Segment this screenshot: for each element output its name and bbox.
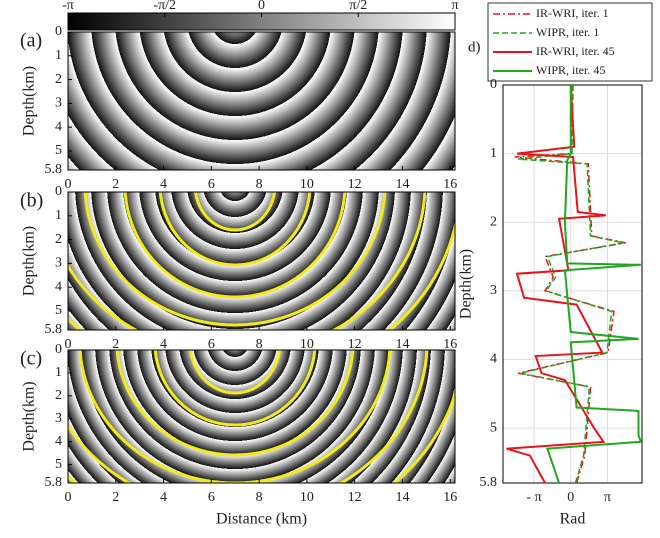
y-tick-label: 4 <box>55 279 62 294</box>
y-tick-label: 4 <box>55 119 62 134</box>
x-tick-label: 6 <box>208 337 215 352</box>
x-tick-label: 8 <box>256 177 263 192</box>
x-tick-label: 6 <box>208 490 215 505</box>
y-tick-label: 4 <box>55 434 62 449</box>
axes-frame <box>67 191 456 331</box>
y-axis-label: Depth(km) <box>21 381 38 451</box>
y-tick-label: 5 <box>55 143 62 158</box>
colorbar-tick-label: 0 <box>258 0 265 13</box>
legend-label: IR-WRI, iter. 1 <box>536 6 609 20</box>
phase-image <box>68 32 455 170</box>
y-axis-label: Depth(km) <box>458 249 475 319</box>
y-tick-label: 1 <box>55 208 62 223</box>
y-tick-label: 4 <box>490 352 497 367</box>
x-tick-label: 0 <box>65 177 72 192</box>
y-tick-label: 0 <box>55 24 62 39</box>
x-tick-label: 14 <box>395 177 409 192</box>
y-tick-label: 5.8 <box>45 322 63 337</box>
y-tick-label: 1 <box>55 48 62 63</box>
y-tick-label: 5.8 <box>45 475 63 490</box>
x-tick-label: 2 <box>112 490 119 505</box>
legend <box>487 2 653 82</box>
axes-frame <box>67 349 456 484</box>
x-axis-label: Rad <box>560 511 586 528</box>
y-tick-label: 2 <box>55 232 62 247</box>
y-tick-label: 5 <box>490 420 497 435</box>
colorbar-tick-label: π/2 <box>349 0 367 13</box>
y-tick-label: 5.8 <box>45 162 63 177</box>
panel-label: (c) <box>20 348 42 370</box>
x-tick-label: 0 <box>65 490 72 505</box>
y-tick-label: 3 <box>55 256 62 271</box>
legend-label: WIPR, iter. 45 <box>536 63 605 77</box>
x-tick-label: 14 <box>395 490 409 505</box>
legend-label: IR-WRI, iter. 45 <box>536 44 615 58</box>
x-tick-label: 16 <box>443 490 457 505</box>
y-axis-label: Depth(km) <box>21 66 38 136</box>
x-tick-label: 12 <box>348 337 362 352</box>
x-tick-label: 4 <box>160 177 167 192</box>
legend-label: WIPR, iter. 1 <box>536 25 599 39</box>
panel-label: (a) <box>20 30 42 52</box>
x-tick-label: 2 <box>112 177 119 192</box>
colorbar-tick-label: π <box>451 0 458 13</box>
x-axis-label: Distance (km) <box>216 511 307 528</box>
series-line <box>506 84 606 484</box>
x-tick-label: 16 <box>443 337 457 352</box>
y-tick-label: 0 <box>55 342 62 357</box>
x-tick-label: 16 <box>443 177 457 192</box>
y-tick-label: 5 <box>55 457 62 472</box>
x-tick-label: 10 <box>300 490 314 505</box>
x-tick-label: 8 <box>256 490 263 505</box>
y-tick-label: 5 <box>55 303 62 318</box>
x-tick-label: 14 <box>395 337 409 352</box>
x-tick-label: 4 <box>160 337 167 352</box>
phase-image <box>68 350 455 483</box>
x-tick-label: 0 <box>65 337 72 352</box>
y-tick-label: 2 <box>55 388 62 403</box>
y-tick-label: 2 <box>490 214 497 229</box>
axes-frame <box>67 31 456 171</box>
y-tick-label: 0 <box>55 184 62 199</box>
panel-label: d) <box>468 39 481 55</box>
panel-label: (b) <box>20 190 43 212</box>
x-tick-label: π <box>604 490 611 505</box>
contours <box>68 192 455 330</box>
y-tick-label: 0 <box>490 77 497 92</box>
x-tick-label: - π <box>526 490 541 505</box>
x-tick-label: 10 <box>300 177 314 192</box>
y-tick-label: 3 <box>490 283 497 298</box>
y-tick-label: 3 <box>55 411 62 426</box>
x-tick-label: 12 <box>348 177 362 192</box>
y-tick-label: 3 <box>55 96 62 111</box>
x-tick-label: 12 <box>348 490 362 505</box>
x-tick-label: 6 <box>208 177 215 192</box>
series-line <box>546 85 643 484</box>
x-tick-label: 0 <box>567 490 574 505</box>
contours <box>68 350 455 483</box>
colorbar-tick-label: -π <box>62 0 74 13</box>
x-tick-label: 4 <box>160 490 167 505</box>
y-tick-label: 1 <box>490 146 497 161</box>
y-tick-label: 1 <box>55 365 62 380</box>
y-axis-label: Depth(km) <box>21 226 38 296</box>
y-tick-label: 2 <box>55 72 62 87</box>
x-tick-label: 8 <box>256 337 263 352</box>
colorbar-tick-label: -π/2 <box>153 0 176 13</box>
x-tick-label: 10 <box>300 337 314 352</box>
y-tick-label: 5.8 <box>480 475 498 490</box>
x-tick-label: 2 <box>112 337 119 352</box>
